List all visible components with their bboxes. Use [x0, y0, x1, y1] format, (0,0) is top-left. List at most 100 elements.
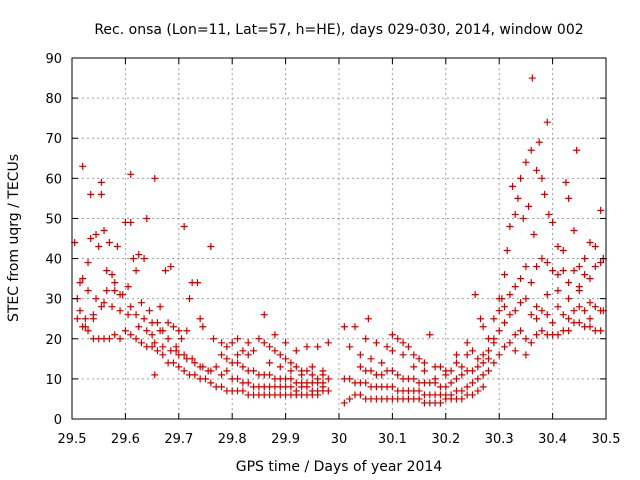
data-point [89, 311, 97, 319]
data-point [597, 206, 605, 214]
data-point [276, 351, 284, 359]
data-point [356, 351, 364, 359]
data-point [183, 355, 191, 363]
data-point [250, 347, 258, 355]
data-point [356, 391, 364, 399]
data-point [79, 162, 87, 170]
data-point [554, 243, 562, 251]
data-point [527, 339, 535, 347]
data-point [121, 327, 129, 335]
data-point [159, 343, 167, 351]
data-point [490, 315, 498, 323]
data-point [116, 335, 124, 343]
data-point [538, 307, 546, 315]
data-point [260, 311, 268, 319]
data-point [533, 331, 541, 339]
data-point [527, 146, 535, 154]
data-point [485, 347, 493, 355]
data-point [175, 351, 183, 359]
y-tick-label: 80 [45, 92, 62, 107]
data-point [506, 339, 514, 347]
data-point [346, 395, 354, 403]
data-point [543, 311, 551, 319]
data-point [495, 327, 503, 335]
data-point [399, 339, 407, 347]
data-point [420, 359, 428, 367]
data-point [528, 74, 536, 82]
data-point [202, 375, 209, 383]
data-point [140, 315, 148, 323]
data-point [137, 299, 145, 307]
x-tick-label: 30.3 [485, 432, 514, 447]
data-point [148, 319, 156, 327]
data-point [175, 327, 183, 335]
data-point [228, 339, 236, 347]
data-point [244, 339, 252, 347]
data-point [415, 387, 423, 395]
data-point [105, 335, 113, 343]
data-point [541, 190, 549, 198]
data-point [156, 327, 164, 335]
data-point [87, 190, 95, 198]
data-point [73, 315, 81, 323]
x-axis-title: GPS time / Days of year 2014 [236, 459, 443, 475]
data-point [210, 335, 218, 343]
data-point [581, 271, 589, 279]
data-point [180, 367, 188, 375]
data-point [177, 335, 185, 343]
data-point [565, 315, 573, 323]
y-tick-label: 60 [45, 172, 62, 187]
data-point [517, 299, 525, 307]
data-point [266, 371, 274, 379]
data-point [575, 319, 583, 327]
data-point [180, 222, 188, 230]
y-tick-label: 10 [45, 373, 62, 388]
data-point [103, 287, 111, 295]
data-point [517, 327, 525, 335]
data-point [234, 375, 242, 383]
data-point [234, 359, 242, 367]
y-tick-label: 20 [45, 333, 62, 348]
data-point [143, 327, 151, 335]
data-point [314, 343, 322, 351]
data-point [378, 359, 386, 367]
data-point [519, 214, 527, 222]
data-point [570, 267, 578, 275]
data-point [479, 323, 487, 331]
data-point [527, 279, 535, 287]
data-point [586, 315, 594, 323]
data-point [372, 339, 380, 347]
data-point [161, 267, 169, 275]
data-point [522, 295, 530, 303]
data-point [535, 138, 543, 146]
data-point [207, 243, 215, 251]
data-point [447, 379, 455, 387]
data-point [543, 118, 551, 126]
x-tick-label: 30.2 [431, 432, 460, 447]
data-point [506, 291, 514, 299]
data-point [271, 347, 279, 355]
data-point [463, 383, 471, 391]
data-point [287, 383, 295, 391]
data-point [522, 351, 530, 359]
data-point [404, 343, 412, 351]
data-point [591, 263, 599, 271]
data-point [452, 351, 460, 359]
data-point [169, 323, 177, 331]
data-point [586, 299, 594, 307]
data-point [511, 307, 519, 315]
data-point [185, 295, 193, 303]
data-point [364, 315, 372, 323]
data-point [410, 375, 418, 383]
data-point [495, 351, 503, 359]
data-point [474, 375, 482, 383]
data-point [140, 255, 148, 263]
data-point [199, 323, 207, 331]
data-point [367, 367, 375, 375]
data-point [84, 327, 92, 335]
data-point [538, 255, 546, 263]
data-point [517, 174, 525, 182]
data-point [244, 351, 252, 359]
data-point [543, 291, 551, 299]
